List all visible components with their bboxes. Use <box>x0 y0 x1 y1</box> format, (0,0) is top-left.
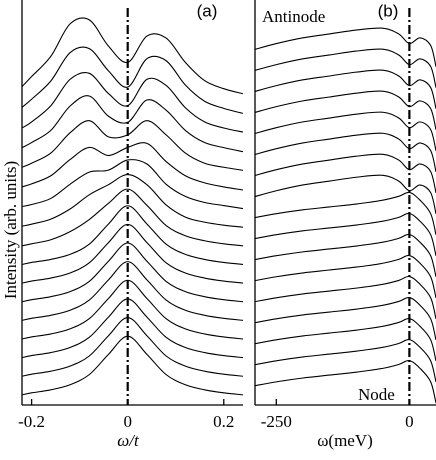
spectrum-curve <box>255 275 436 320</box>
spectrum-curve <box>22 142 243 191</box>
plot-area <box>22 17 243 396</box>
spectrum-curve <box>255 153 436 193</box>
spectrum-curve <box>255 212 436 257</box>
x-tick-label: 0 <box>405 412 414 431</box>
spectrum-curve <box>22 279 243 340</box>
spectrum-curve <box>22 71 243 133</box>
spectrum-curve <box>22 159 243 210</box>
spectrum-curve <box>255 317 436 362</box>
x-tick-label: -250 <box>261 412 292 431</box>
spectrum-curve <box>255 48 436 88</box>
spectrum-curve <box>255 69 436 109</box>
spectrum-curve <box>255 233 436 278</box>
spectrum-curve <box>22 335 243 396</box>
spectrum-curve <box>22 316 243 377</box>
spectrum-curve <box>255 296 436 341</box>
x-axis-label: ω(meV) <box>317 431 373 450</box>
spectrum-curve <box>255 254 436 299</box>
spectrum-curve <box>22 205 243 266</box>
x-tick-label: -0.2 <box>18 412 45 431</box>
spectrum-curve <box>255 132 436 172</box>
spectrum-curve <box>22 298 243 359</box>
spectrum-curve <box>255 27 436 67</box>
plot-area <box>255 27 436 404</box>
annotation: Antinode <box>262 7 325 26</box>
x-tick-label: 0.2 <box>213 412 234 431</box>
annotation: Node <box>358 385 395 404</box>
spectrum-curve <box>22 242 243 303</box>
spectrum-curve <box>22 188 243 247</box>
spectrum-curve <box>255 174 436 215</box>
spectrum-curve <box>22 17 243 95</box>
panel-label: (a) <box>197 1 218 20</box>
panel-label: (b) <box>378 1 399 20</box>
y-axis-label: Intensity (arb. units) <box>1 161 20 299</box>
spectrum-curve <box>22 120 243 171</box>
spectrum-curve <box>255 111 436 151</box>
spectrum-curve <box>255 191 436 236</box>
spectrum-curve <box>255 360 436 404</box>
spectrum-curve <box>22 261 243 321</box>
spectrum-curve <box>255 339 436 383</box>
spectrum-curve <box>255 90 436 130</box>
spectrum-curve <box>22 46 243 114</box>
x-tick-label: 0 <box>123 412 132 431</box>
spectrum-curve <box>22 174 243 228</box>
spectrum-curve <box>22 95 243 153</box>
spectrum-curve <box>22 223 243 284</box>
x-axis-label: ω/t <box>117 431 140 450</box>
